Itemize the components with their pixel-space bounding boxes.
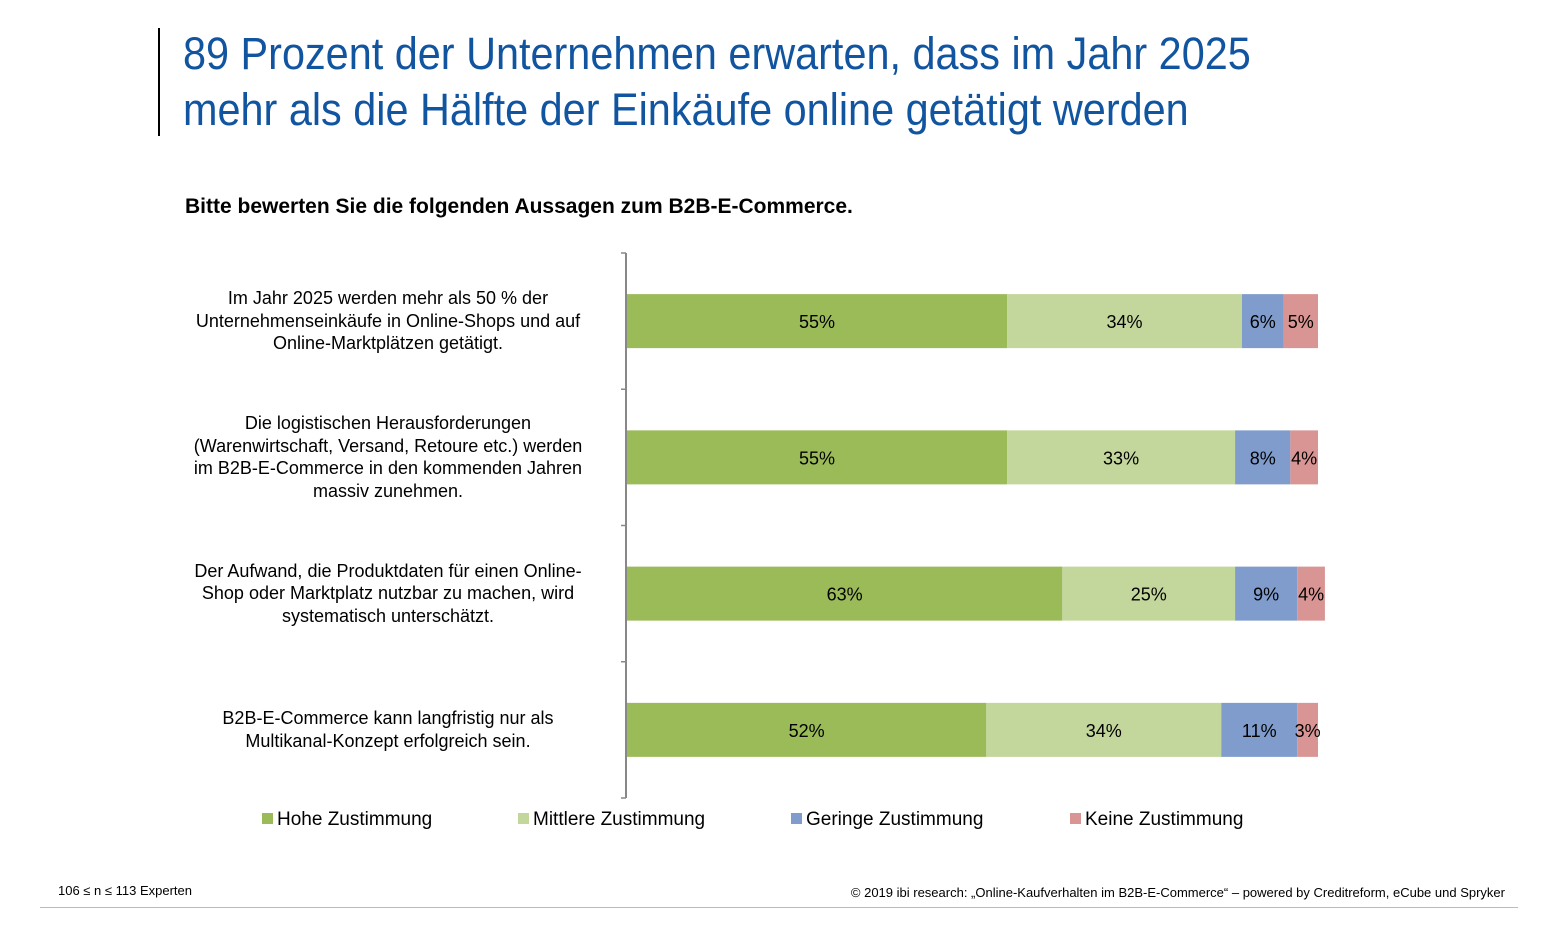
category-label-line: massiv zunehmen. bbox=[312, 480, 464, 501]
category-label-line: Multikanal-Konzept erfolgreich sein. bbox=[245, 730, 531, 751]
category-label-line: Unternehmenseinkäufe in Online-Shops und… bbox=[195, 310, 581, 331]
legend-item: Geringe Zustimmung bbox=[791, 808, 983, 832]
legend-item: Keine Zustimmung bbox=[1070, 808, 1243, 832]
bar-segment bbox=[1235, 566, 1298, 621]
category-label-line: im B2B-E-Commerce in den kommenden Jahre… bbox=[193, 458, 583, 479]
bar-value-label: 8% bbox=[1250, 448, 1276, 468]
category-label-line: Shop oder Marktplatz nutzbar zu machen, … bbox=[201, 583, 575, 604]
bar-segment bbox=[1007, 430, 1236, 485]
bar-value-label: 55% bbox=[799, 448, 835, 468]
category-label-line: (Warenwirtschaft, Versand, Retoure etc.)… bbox=[193, 435, 583, 456]
title-accent-bar bbox=[158, 28, 160, 136]
bar-value-label: 33% bbox=[1103, 448, 1139, 468]
bar-segment bbox=[986, 702, 1222, 757]
legend-swatch bbox=[791, 813, 802, 824]
bar-segment bbox=[627, 430, 1008, 485]
bar-value-label: 63% bbox=[827, 585, 863, 605]
category-label: Der Aufwand, die Produktdaten für einen … bbox=[168, 560, 608, 628]
bar-value-label: 6% bbox=[1250, 312, 1276, 332]
legend-item: Mittlere Zustimmung bbox=[518, 808, 705, 832]
bar-segment bbox=[1290, 430, 1318, 485]
slide-title-line: mehr als die Hälfte der Einkäufe online … bbox=[183, 84, 1189, 135]
legend-item: Hohe Zustimmung bbox=[262, 808, 432, 832]
chart-question: Bitte bewerten Sie die folgenden Aussage… bbox=[185, 195, 853, 218]
legend-label: Hohe Zustimmung bbox=[277, 809, 433, 830]
sample-size-note: 106 ≤ n ≤ 113 Experten bbox=[58, 883, 193, 898]
bar-value-label: 9% bbox=[1253, 585, 1279, 605]
bar-segment bbox=[1297, 566, 1325, 621]
bar-segment bbox=[1221, 702, 1298, 757]
footer-divider bbox=[40, 907, 1518, 908]
bar-segment bbox=[627, 294, 1008, 349]
bar-segment bbox=[1235, 430, 1291, 485]
bar-value-label: 4% bbox=[1298, 585, 1324, 605]
bar-segment bbox=[1062, 566, 1236, 621]
bar-value-label: 11% bbox=[1242, 721, 1277, 741]
category-label-line: B2B-E-Commerce kann langfristig nur als bbox=[222, 708, 554, 729]
bar-value-label: 5% bbox=[1288, 312, 1314, 332]
category-label-line: Die logistischen Herausforderungen bbox=[244, 413, 532, 434]
category-label: B2B-E-Commerce kann langfristig nur als M… bbox=[168, 707, 608, 752]
category-label: Im Jahr 2025 werden mehr als 50 % der Unt… bbox=[168, 287, 608, 355]
legend-label: Mittlere Zustimmung bbox=[533, 809, 706, 830]
bar-value-label: 34% bbox=[1107, 312, 1143, 332]
bar-segment bbox=[1241, 294, 1284, 349]
bar-value-label: 55% bbox=[799, 312, 835, 332]
bar-segment bbox=[1297, 702, 1318, 757]
slide-title: 89 Prozent der Unternehmen erwarten, das… bbox=[183, 26, 1379, 138]
category-label-line: Der Aufwand, die Produktdaten für einen … bbox=[194, 560, 582, 581]
legend-label: Geringe Zustimmung bbox=[806, 809, 984, 830]
bar-value-label: 3% bbox=[1295, 721, 1321, 741]
bar-segment bbox=[627, 702, 987, 757]
category-label: Die logistischen Herausforderungen (Waren… bbox=[168, 412, 608, 502]
legend-swatch bbox=[1070, 813, 1081, 824]
bar-segment bbox=[1283, 294, 1318, 349]
category-label-line: Online-Marktplätzen getätigt. bbox=[272, 333, 504, 354]
bar-value-label: 25% bbox=[1131, 585, 1167, 605]
legend-swatch bbox=[262, 813, 273, 824]
source-note: © 2019 ibi research: „Online-Kaufverhalt… bbox=[850, 885, 1505, 900]
bar-value-label: 34% bbox=[1086, 721, 1122, 741]
category-label-line: Im Jahr 2025 werden mehr als 50 % der bbox=[227, 288, 549, 309]
legend-swatch bbox=[518, 813, 529, 824]
bar-segment bbox=[627, 566, 1063, 621]
legend-label: Keine Zustimmung bbox=[1085, 809, 1244, 830]
bar-value-label: 4% bbox=[1291, 448, 1317, 468]
slide-title-line: 89 Prozent der Unternehmen erwarten, das… bbox=[183, 28, 1251, 79]
category-label-line: systematisch unterschätzt. bbox=[281, 605, 495, 626]
bar-segment bbox=[1007, 294, 1242, 349]
bar-value-label: 52% bbox=[789, 721, 825, 741]
